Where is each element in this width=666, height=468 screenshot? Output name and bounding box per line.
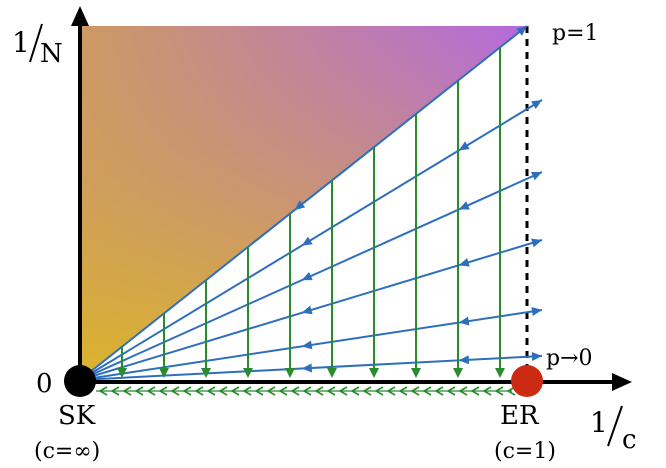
green-flow-arrowhead: [201, 368, 211, 378]
green-flow-arrowhead: [369, 368, 379, 378]
blue-flow-arrowhead: [301, 340, 313, 350]
blue-end-arrowhead: [531, 172, 542, 181]
x-axis-arrowhead: [612, 373, 632, 391]
green-flow-arrowhead: [159, 368, 169, 378]
sk-point: [64, 365, 96, 397]
y-axis-label: 1 N: [12, 23, 63, 69]
p-one-label: p=1: [552, 21, 599, 46]
blue-end-arrowhead: [531, 100, 542, 110]
green-flow-arrowhead: [285, 368, 295, 378]
blue-flow-arrowhead: [458, 201, 470, 210]
blue-end-arrowhead: [531, 238, 542, 248]
blue-flow-arrowhead: [301, 236, 313, 246]
blue-flow-arrowhead: [458, 141, 470, 151]
y-axis-arrowhead: [71, 6, 89, 26]
er-point: [511, 365, 543, 397]
origin-label: 0: [36, 369, 53, 399]
blue-flow-lines: [79, 25, 543, 381]
p-zero-label: p→0: [546, 346, 593, 371]
blue-flow-arrowhead: [458, 316, 470, 326]
y-axis: [71, 6, 89, 382]
green-flow-arrowhead: [117, 368, 127, 378]
bottom-flow-arrows: [96, 386, 516, 396]
blue-flow-arrowhead: [301, 305, 313, 315]
blue-flow-arrowhead: [301, 363, 312, 373]
blue-flow-arrowhead: [458, 257, 470, 267]
y-label-numerator: 1: [12, 26, 30, 59]
blue-end-arrowhead: [531, 307, 542, 316]
er-label: ER: [500, 401, 540, 431]
green-flow-arrowhead: [411, 368, 421, 378]
blue-end-arrowhead: [516, 26, 527, 36]
blue-flow-arrowhead: [458, 355, 470, 365]
blue-flow-arrowhead: [294, 200, 306, 211]
green-flow-arrowhead: [453, 368, 463, 378]
blue-flow-arrowhead: [301, 271, 313, 281]
sk-sublabel: (c=∞): [34, 439, 100, 464]
x-label-denominator: c: [622, 425, 637, 455]
green-flow-arrowhead: [243, 368, 253, 378]
sk-label: SK: [58, 401, 96, 431]
blue-end-arrowhead: [531, 352, 542, 362]
green-flow-lines: [117, 47, 505, 378]
er-sublabel: (c=1): [494, 439, 556, 464]
y-label-denominator: N: [40, 39, 63, 69]
green-flow-arrowhead: [327, 368, 337, 378]
x-axis-label: 1 c: [590, 405, 637, 455]
x-label-numerator: 1: [590, 406, 608, 439]
green-flow-arrowhead: [495, 368, 505, 378]
blue-flow-line: [79, 25, 528, 381]
